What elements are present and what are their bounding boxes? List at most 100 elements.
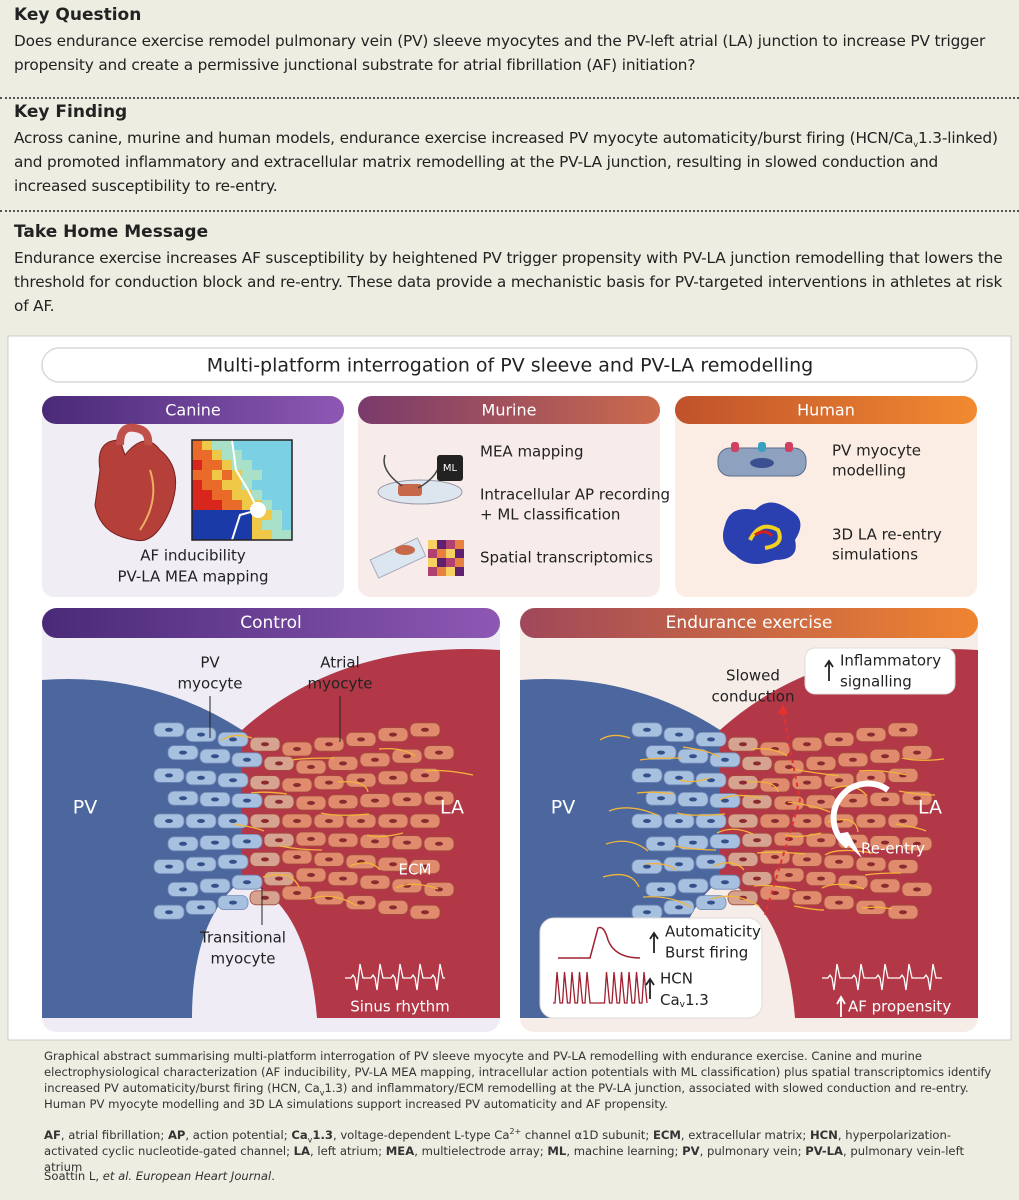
nucleus [403, 840, 411, 845]
nucleus [307, 837, 315, 841]
heatmap-cell [222, 460, 232, 470]
ecm-fibre [756, 851, 806, 855]
label: Atrial [320, 654, 360, 672]
nucleus [307, 765, 315, 769]
chip-label: ML [443, 463, 458, 474]
nucleus [867, 775, 875, 780]
nucleus [643, 819, 651, 823]
nucleus [707, 737, 715, 742]
heatmap-cell [282, 480, 292, 490]
text: 1.3) and inflammatory/ECM remodelling at… [44, 1081, 969, 1111]
nucleus [435, 796, 443, 801]
heatmap-cell [212, 470, 222, 480]
heatmap-cell [202, 460, 212, 470]
label: signalling [840, 673, 912, 691]
heatmap-cell [272, 490, 282, 500]
ecm-fibre [747, 781, 779, 793]
nucleus [421, 864, 429, 869]
nucleus [721, 880, 729, 885]
panel-header [42, 396, 344, 424]
ecm-fibre [679, 777, 711, 783]
label: modelling [832, 462, 906, 480]
nucleus [243, 757, 251, 762]
nucleus [389, 775, 397, 780]
nucleus [657, 887, 665, 892]
ap-trace [558, 926, 641, 959]
heatmap-cell [252, 530, 262, 540]
nucleus [421, 819, 429, 823]
nucleus [371, 757, 379, 762]
heatmap-cell [272, 480, 282, 490]
heatmap-cell [437, 540, 446, 549]
nucleus [881, 840, 889, 845]
nucleus [739, 819, 747, 823]
nucleus [817, 761, 825, 766]
heatmap-cell [262, 450, 272, 460]
heatmap-cell [242, 530, 252, 540]
label: myocyte [211, 950, 276, 968]
nucleus [261, 780, 269, 785]
heatmap-cell [262, 530, 272, 540]
nucleus [817, 838, 825, 843]
section-text: Endurance exercise increases AF suscepti… [14, 249, 1003, 315]
label: Slowed [726, 667, 780, 685]
heatmap-cell [222, 490, 232, 500]
ecg-trace [822, 963, 942, 991]
nucleus [165, 910, 173, 915]
heatmap-cell [202, 530, 212, 540]
nucleus [325, 742, 333, 747]
nucleus [339, 838, 347, 843]
heatmap-cell [192, 500, 202, 510]
ecm-fibre [233, 823, 265, 832]
ecm-fibre [784, 832, 822, 838]
nucleus [899, 819, 907, 823]
nucleus [689, 754, 697, 759]
nucleus [211, 754, 219, 759]
nucleus [275, 838, 283, 843]
heatmap-cell [212, 490, 222, 500]
nucleus [753, 876, 761, 881]
heatmap-cell [202, 490, 212, 500]
nucleus [211, 797, 219, 802]
nucleus [750, 458, 774, 468]
heatmap-cell [437, 558, 446, 567]
heatmap-cell [222, 450, 232, 460]
heatmap-cell [262, 500, 272, 510]
ecm-fibre [424, 769, 474, 776]
ecm-fibre [250, 791, 288, 795]
nucleus [785, 765, 793, 769]
nucleus [835, 778, 843, 783]
heatmap-cell [202, 450, 212, 460]
nucleus [293, 783, 301, 787]
heatmap-cell [192, 450, 202, 460]
nucleus [803, 857, 811, 862]
nucleus [675, 819, 683, 823]
figure-title: Multi-platform interrogation of PV sleev… [207, 355, 814, 377]
nucleus [657, 750, 665, 755]
panel-header [42, 608, 500, 638]
nucleus [261, 895, 269, 900]
ecm-fibre [599, 734, 631, 741]
heatmap-cell [262, 510, 272, 520]
up-arrow [645, 977, 655, 999]
heatmap-cell [262, 470, 272, 480]
nucleus [325, 857, 333, 862]
ecm-fibre [682, 746, 720, 758]
definition: , action potential; [185, 1128, 292, 1142]
heatmap-cell [222, 500, 232, 510]
pv-region [42, 679, 242, 1018]
heatmap-cell [446, 549, 455, 558]
heatmap-cell [212, 480, 222, 490]
heatmap-cell [437, 567, 446, 576]
nucleus [771, 855, 779, 859]
nucleus [689, 840, 697, 845]
heatmap-cell [222, 520, 232, 530]
nucleus [339, 761, 347, 766]
heatmap-cell [252, 450, 262, 460]
heatmap-cell [192, 460, 202, 470]
nucleus [179, 841, 187, 846]
aorta-icon [116, 423, 153, 446]
nucleus [643, 773, 651, 778]
heatmap-cell [232, 490, 242, 500]
heatmap-cell [272, 500, 282, 510]
